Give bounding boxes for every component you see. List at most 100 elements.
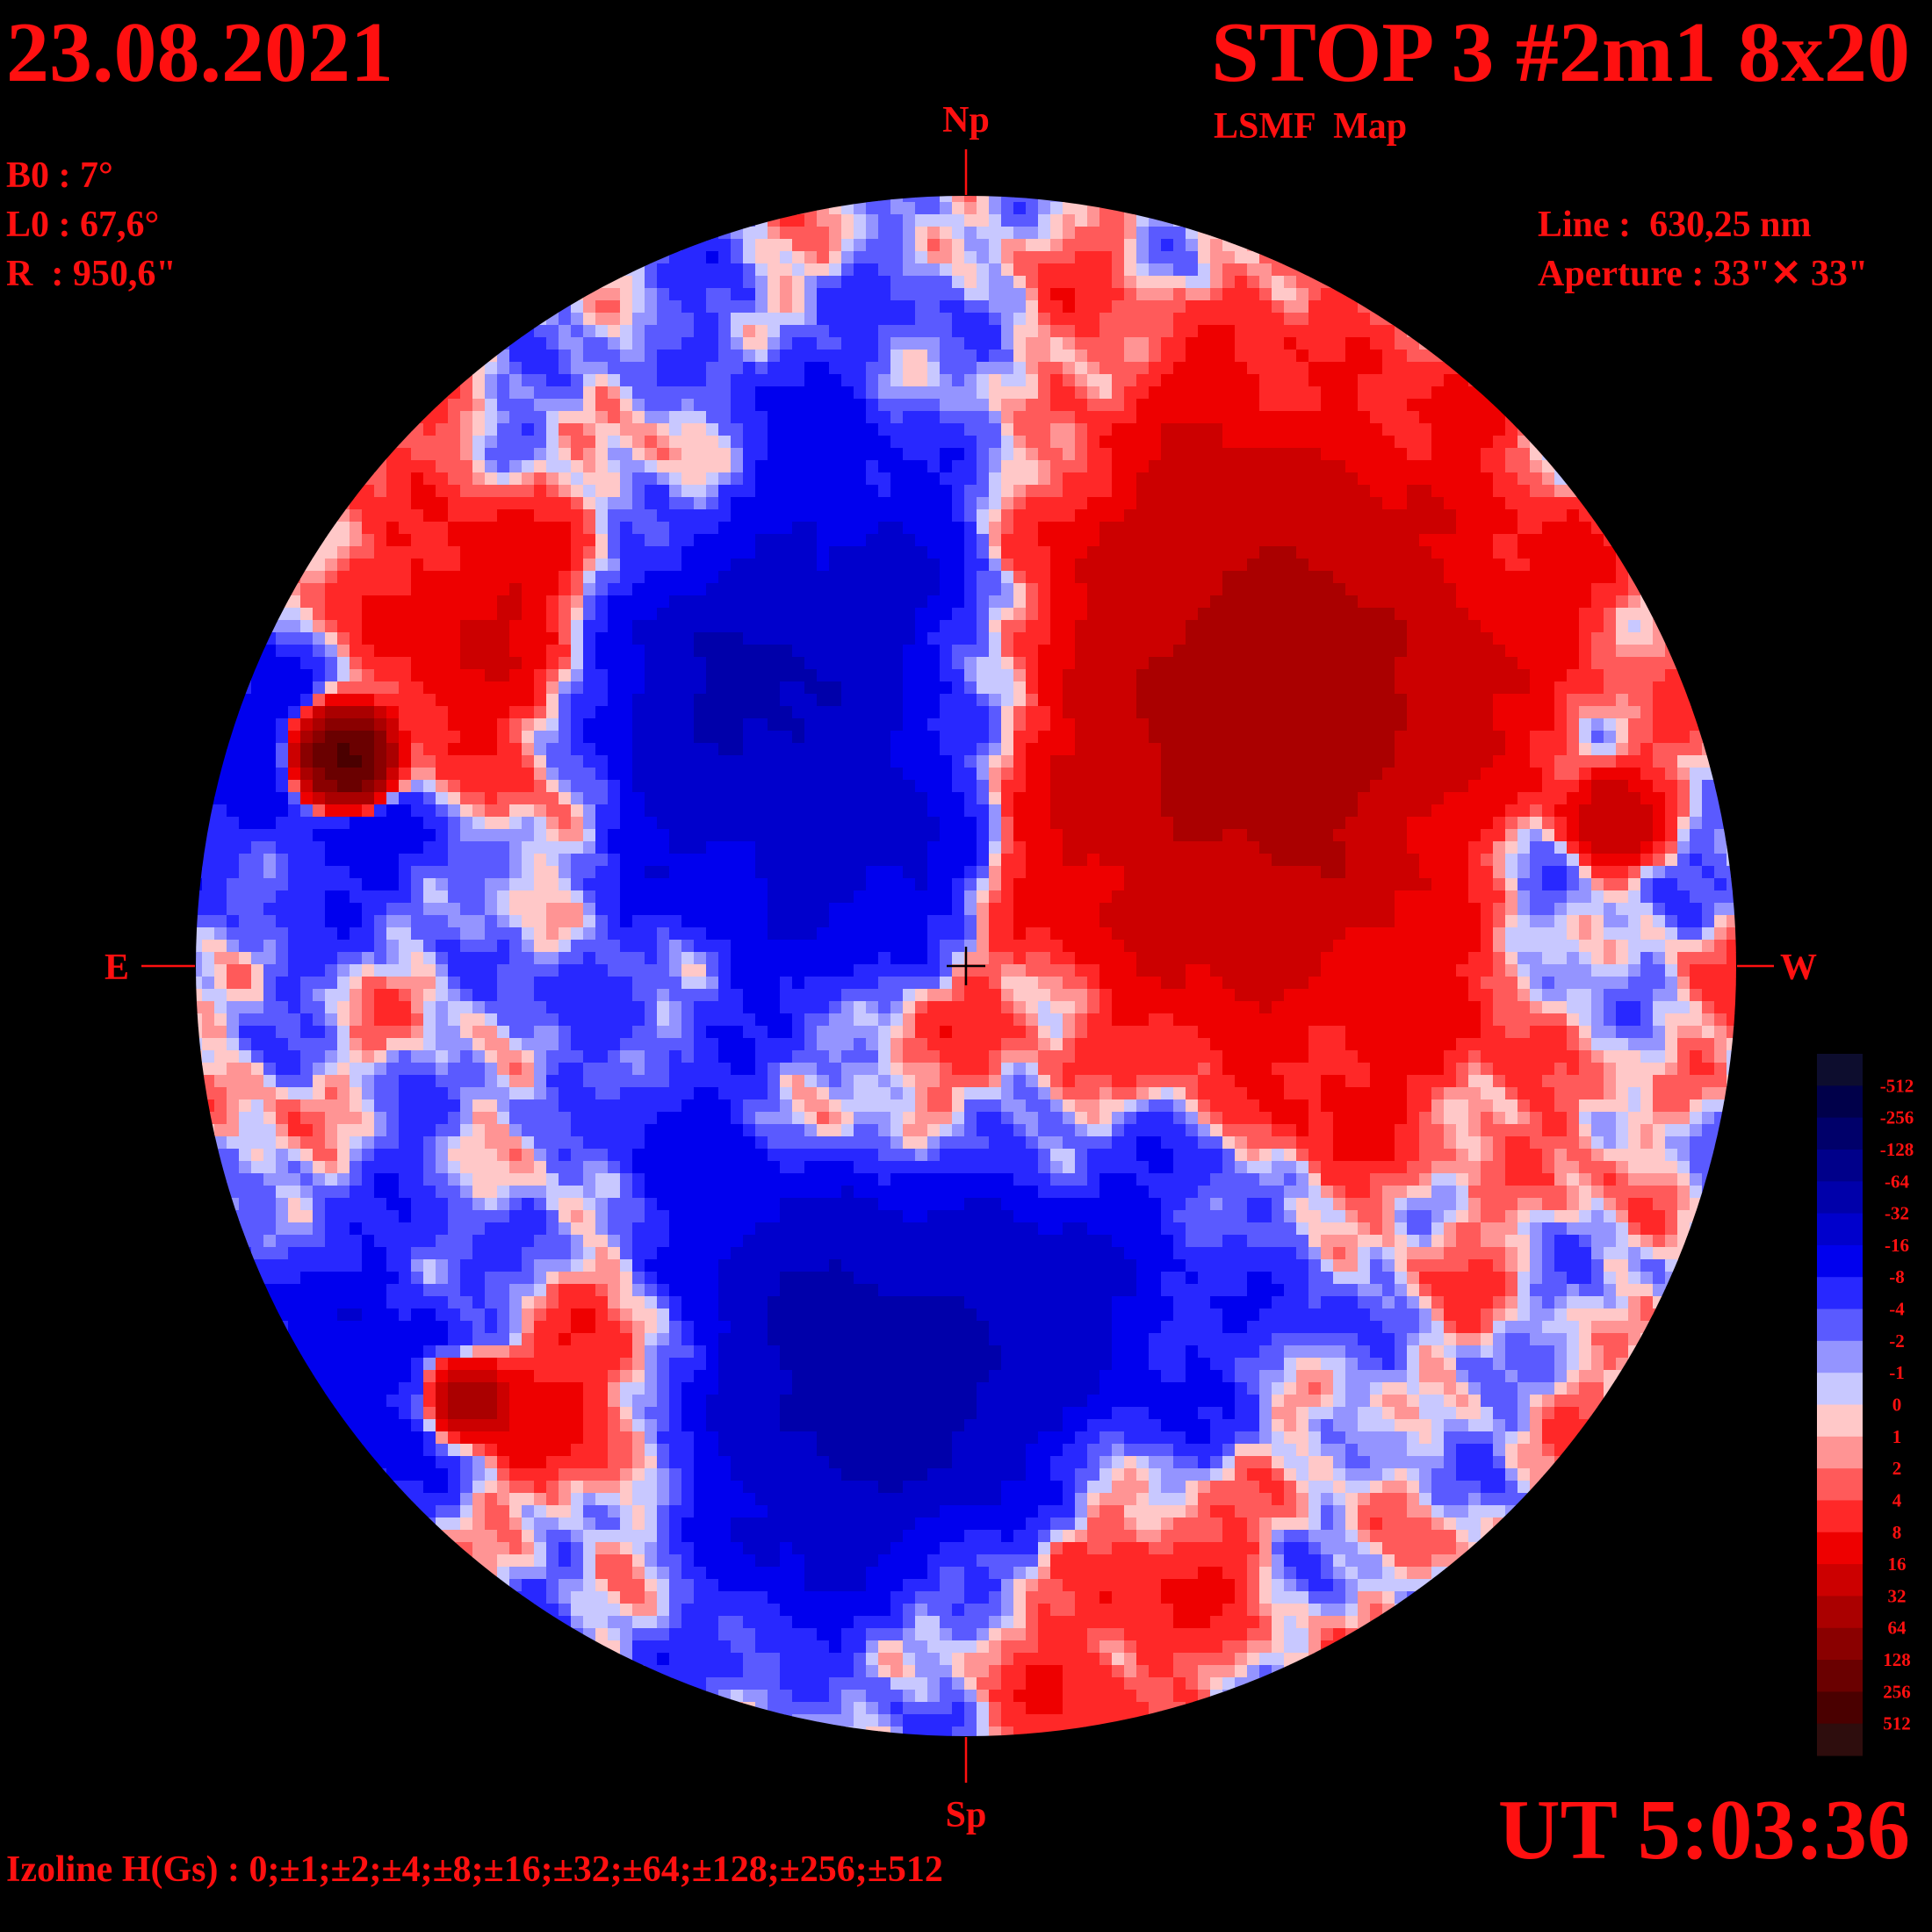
- field-cell: [645, 313, 658, 326]
- field-cell: [1099, 423, 1113, 436]
- field-cell: [288, 645, 301, 658]
- field-cell: [1001, 196, 1014, 203]
- field-cell: [386, 620, 400, 633]
- field-cell: [743, 497, 756, 510]
- field-cell: [780, 706, 793, 719]
- field-cell: [1210, 251, 1223, 264]
- field-cell: [583, 460, 596, 473]
- field-cell: [1604, 731, 1617, 744]
- field-cell: [436, 522, 449, 535]
- field-cell: [964, 288, 977, 301]
- field-cell: [1087, 423, 1100, 436]
- field-cell: [263, 706, 277, 719]
- field-cell: [940, 559, 953, 572]
- field-cell: [694, 534, 707, 547]
- field-cell: [952, 522, 965, 535]
- field-cell: [768, 681, 781, 695]
- field-cell: [940, 288, 953, 301]
- field-cell: [829, 509, 842, 523]
- field-cell: [1345, 300, 1359, 314]
- field-cell: [1567, 534, 1580, 547]
- field-cell: [1026, 202, 1039, 215]
- field-cell: [1493, 792, 1506, 805]
- field-cell: [829, 263, 842, 277]
- field-cell: [1198, 276, 1211, 289]
- field-cell: [1345, 718, 1359, 732]
- field-cell: [546, 423, 559, 436]
- field-cell: [460, 436, 473, 449]
- field-cell: [448, 583, 461, 596]
- field-cell: [804, 325, 818, 338]
- field-cell: [1345, 780, 1359, 793]
- field-cell: [1407, 817, 1420, 830]
- field-cell: [718, 448, 732, 461]
- field-cell: [743, 460, 756, 473]
- field-cell: [1456, 645, 1469, 658]
- field-cell: [681, 595, 695, 609]
- field-cell: [1444, 374, 1457, 387]
- field-cell: [1444, 583, 1457, 596]
- field-cell: [423, 595, 436, 609]
- field-cell: [251, 731, 264, 744]
- field-cell: [1272, 595, 1285, 609]
- field-cell: [1038, 460, 1051, 473]
- field-cell: [1358, 534, 1371, 547]
- field-cell: [817, 227, 830, 240]
- field-cell: [571, 632, 584, 645]
- field-cell: [1259, 632, 1272, 645]
- field-cell: [436, 768, 449, 781]
- field-cell: [1235, 755, 1248, 768]
- field-cell: [608, 411, 621, 424]
- field-cell: [608, 497, 621, 510]
- field-cell: [1001, 374, 1014, 387]
- field-cell: [1444, 448, 1457, 461]
- field-cell: [1628, 608, 1641, 621]
- field-cell: [964, 632, 977, 645]
- field-cell: [718, 522, 732, 535]
- field-cell: [522, 546, 535, 559]
- field-cell: [1099, 350, 1113, 363]
- field-cell: [890, 583, 904, 596]
- field-cell: [1456, 620, 1469, 633]
- field-cell: [669, 436, 682, 449]
- field-cell: [534, 632, 547, 645]
- field-cell: [632, 436, 645, 449]
- field-cell: [460, 718, 473, 732]
- field-cell: [436, 681, 449, 695]
- field-cell: [731, 522, 744, 535]
- field-cell: [829, 214, 842, 227]
- field-cell: [669, 313, 682, 326]
- field-cell: [1259, 399, 1272, 412]
- field-cell: [1653, 768, 1666, 781]
- field-cell: [1099, 239, 1113, 252]
- field-cell: [1505, 509, 1518, 523]
- field-cell: [300, 706, 314, 719]
- field-cell: [1235, 300, 1248, 314]
- field-cell: [509, 792, 523, 805]
- field-cell: [645, 485, 658, 498]
- field-cell: [1001, 694, 1014, 707]
- field-cell: [571, 608, 584, 621]
- field-cell: [595, 288, 609, 301]
- field-cell: [1259, 325, 1272, 338]
- field-cell: [1284, 350, 1297, 363]
- field-cell: [792, 546, 805, 559]
- field-cell: [1222, 706, 1236, 719]
- field-cell: [436, 571, 449, 584]
- field-cell: [374, 743, 387, 756]
- field-cell: [595, 780, 609, 793]
- field-cell: [1431, 706, 1445, 719]
- field-cell: [399, 571, 412, 584]
- field-cell: [288, 608, 301, 621]
- field-cell: [448, 718, 461, 732]
- field-cell: [571, 731, 584, 744]
- field-cell: [1308, 522, 1322, 535]
- field-cell: [829, 829, 842, 842]
- field-cell: [522, 337, 535, 350]
- field-cell: [571, 300, 584, 314]
- field-cell: [1321, 288, 1334, 301]
- field-cell: [448, 792, 461, 805]
- field-cell: [1358, 620, 1371, 633]
- field-cell: [411, 497, 424, 510]
- field-cell: [940, 276, 953, 289]
